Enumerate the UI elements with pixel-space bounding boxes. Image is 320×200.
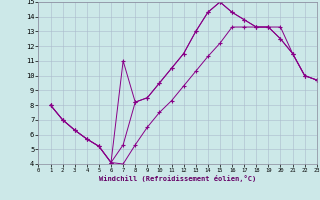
X-axis label: Windchill (Refroidissement éolien,°C): Windchill (Refroidissement éolien,°C)	[99, 175, 256, 182]
